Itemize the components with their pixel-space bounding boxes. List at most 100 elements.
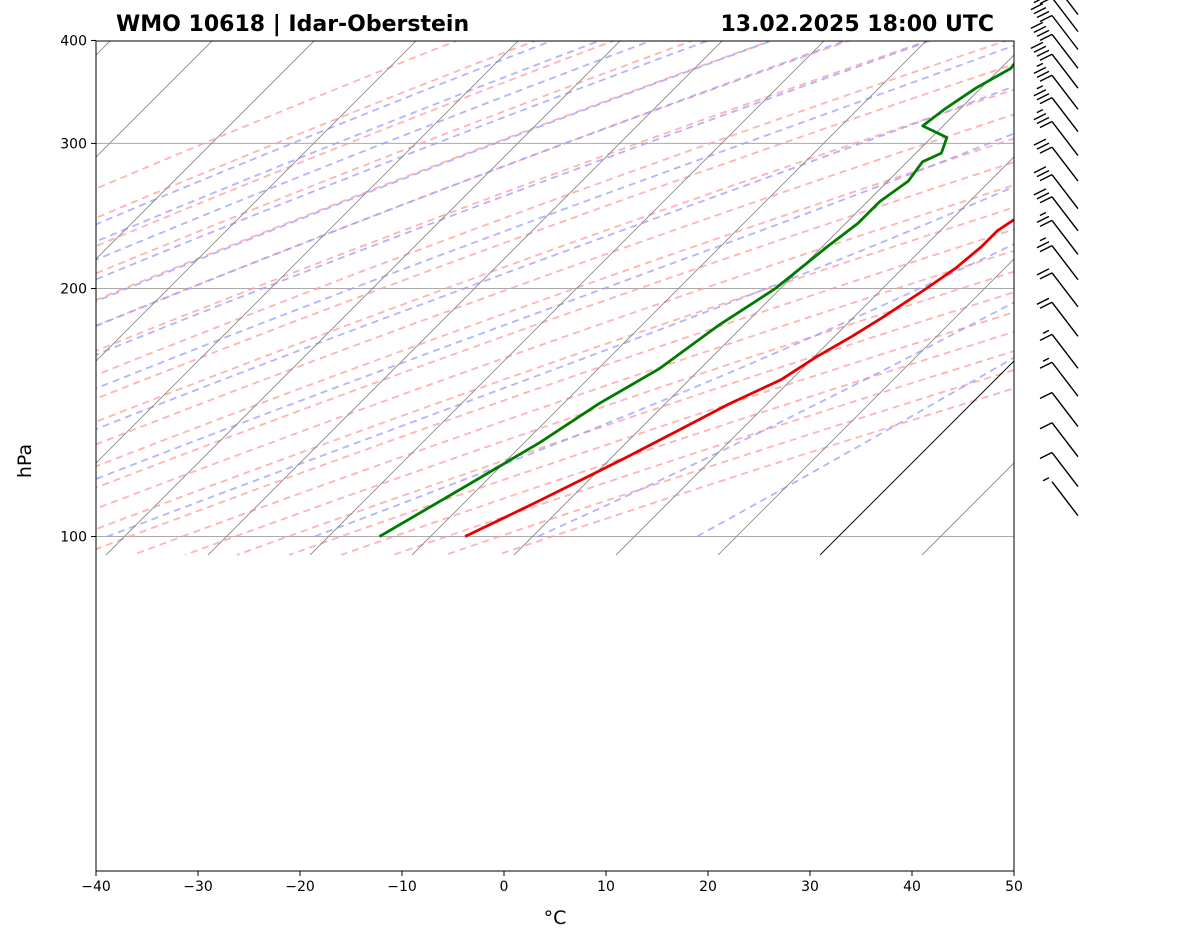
wind-barb-staff bbox=[1051, 245, 1079, 281]
wind-barb-staff bbox=[1051, 361, 1079, 397]
wind-barb-staff bbox=[1051, 333, 1079, 369]
wind-barb-feather bbox=[1033, 6, 1047, 15]
isotherm bbox=[96, 41, 519, 464]
wind-barb-staff bbox=[1051, 97, 1079, 133]
wind-barb-half-feather bbox=[1042, 477, 1050, 482]
isotherm bbox=[96, 41, 315, 260]
x-tick-label: 10 bbox=[597, 879, 615, 895]
dry-adiabat bbox=[96, 88, 1014, 423]
dry-adiabat bbox=[96, 161, 1014, 489]
wind-barb-feather bbox=[1033, 188, 1047, 196]
wind-barb-feather bbox=[1036, 93, 1050, 101]
isotherm bbox=[96, 41, 111, 56]
wind-barb-feather bbox=[1033, 138, 1047, 146]
wind-barb bbox=[1065, 0, 1079, 15]
x-tick-label: −20 bbox=[285, 879, 315, 895]
x-tick-label: −10 bbox=[387, 879, 417, 895]
wind-barb bbox=[1033, 85, 1079, 133]
y-tick-label: 300 bbox=[60, 136, 87, 152]
x-tick-label: 0 bbox=[500, 879, 509, 895]
dry-adiabat bbox=[96, 63, 1014, 400]
wind-barb-staff bbox=[1051, 272, 1079, 308]
isotherm bbox=[207, 41, 723, 556]
dry-adiabat bbox=[96, 41, 1009, 377]
wind-barb-half-feather bbox=[1033, 0, 1041, 4]
wind-barb bbox=[1039, 329, 1079, 369]
isotherm bbox=[513, 54, 1014, 556]
wind-barb-staff bbox=[1052, 0, 1079, 33]
isotherm bbox=[1126, 0, 1181, 555]
wind-barb bbox=[1030, 21, 1079, 69]
moist-adiabat bbox=[96, 41, 602, 243]
wind-barb-feather bbox=[1039, 174, 1053, 182]
x-tick-label: −30 bbox=[183, 879, 213, 895]
wind-barb-staff bbox=[1051, 174, 1079, 210]
wind-barb-half-feather bbox=[1036, 62, 1044, 68]
wind-barb-half-feather bbox=[1036, 85, 1044, 90]
wind-barb-staff bbox=[1051, 74, 1079, 110]
chart-title-station: WMO 10618 | Idar-Oberstein bbox=[116, 12, 469, 37]
wind-barb-staff bbox=[1051, 33, 1079, 69]
temperature-profile bbox=[464, 218, 1014, 538]
dry-adiabat bbox=[96, 41, 695, 275]
dry-adiabat bbox=[96, 41, 852, 327]
wind-barb-feather bbox=[1036, 116, 1050, 125]
wind-barb-staff bbox=[1051, 422, 1079, 458]
wind-barb-staff bbox=[1051, 219, 1079, 255]
plot-frame bbox=[95, 40, 1015, 872]
dry-adiabat bbox=[132, 249, 1014, 556]
wind-barb-half-feather bbox=[1036, 108, 1044, 114]
wind-barb-half-feather bbox=[1042, 357, 1050, 362]
dry-adiabat bbox=[96, 41, 930, 352]
isotherm bbox=[921, 462, 1014, 556]
dry-adiabat bbox=[96, 41, 537, 219]
wind-barb-staff bbox=[1051, 121, 1079, 156]
dry-adiabat bbox=[96, 41, 616, 248]
moist-adiabat bbox=[96, 85, 1014, 431]
wind-barb bbox=[1039, 451, 1079, 487]
x-axis-label: °C bbox=[544, 907, 567, 929]
wind-barbs bbox=[1030, 0, 1079, 517]
wind-barb bbox=[1042, 477, 1079, 517]
wind-barb-staff bbox=[1051, 392, 1079, 427]
chart-title-datetime: 13.02.2025 18:00 UTC bbox=[720, 12, 994, 37]
wind-barb-feather bbox=[1036, 297, 1050, 305]
moist-adiabat bbox=[96, 41, 710, 281]
wind-barb-feather bbox=[1036, 268, 1050, 276]
moist-adiabat bbox=[314, 243, 1014, 538]
dry-adiabat bbox=[96, 137, 1014, 468]
wind-barb-feather bbox=[1036, 215, 1050, 224]
wind-barb-feather bbox=[1036, 192, 1050, 200]
wind-barb-feather bbox=[1036, 10, 1050, 19]
wind-barb-staff bbox=[1051, 452, 1079, 487]
wind-barb-feather bbox=[1039, 120, 1053, 129]
moist-adiabat bbox=[96, 44, 1014, 390]
wind-barb-feather bbox=[1039, 53, 1053, 61]
wind-barb-feather bbox=[1033, 66, 1047, 74]
axes: −40−30−20−100102030405010009008007006005… bbox=[60, 33, 1023, 895]
y-tick-label: 100 bbox=[60, 530, 87, 546]
plot-profiles bbox=[378, 61, 1014, 538]
moist-adiabat bbox=[106, 185, 1014, 538]
wind-barb bbox=[1030, 41, 1079, 89]
moist-adiabat bbox=[96, 41, 554, 226]
wind-barb-feather bbox=[1039, 219, 1053, 228]
isotherm bbox=[615, 156, 1014, 556]
wind-barb-staff bbox=[1065, 0, 1079, 15]
x-tick-label: 50 bbox=[1005, 879, 1023, 895]
x-tick-label: −40 bbox=[81, 879, 111, 895]
isotherm bbox=[105, 41, 621, 556]
wind-barb bbox=[1033, 138, 1079, 182]
wind-barb-feather bbox=[1039, 196, 1053, 204]
wind-barb bbox=[1037, 0, 1079, 33]
dry-adiabat bbox=[96, 113, 1014, 446]
wind-barb bbox=[1036, 211, 1079, 255]
moist-adiabat bbox=[96, 41, 933, 356]
zero-isotherm bbox=[819, 360, 1014, 556]
isotherm bbox=[717, 258, 1014, 556]
wind-barb-staff bbox=[1051, 146, 1079, 182]
wind-barb-feather bbox=[1036, 142, 1050, 150]
y-tick-label: 200 bbox=[60, 282, 87, 298]
wind-barb bbox=[1033, 108, 1079, 156]
